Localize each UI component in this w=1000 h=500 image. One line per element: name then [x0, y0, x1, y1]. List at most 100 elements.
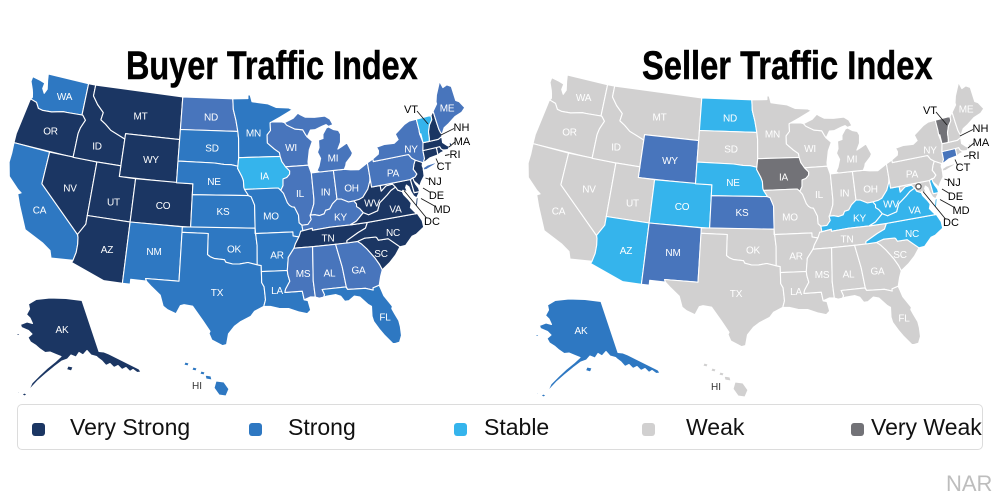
svg-text:UT: UT [107, 198, 120, 209]
svg-text:MD: MD [952, 205, 969, 217]
svg-text:KS: KS [736, 208, 749, 219]
svg-text:VT: VT [923, 105, 937, 117]
svg-text:MT: MT [133, 112, 147, 123]
svg-text:PA: PA [387, 169, 400, 180]
svg-text:MA: MA [973, 137, 990, 149]
svg-text:WA: WA [576, 93, 592, 104]
svg-text:MI: MI [328, 154, 339, 165]
svg-text:HI: HI [711, 382, 721, 393]
svg-text:CT: CT [437, 161, 452, 173]
svg-text:MO: MO [782, 213, 798, 224]
svg-text:SC: SC [374, 249, 388, 260]
svg-text:TN: TN [841, 235, 854, 246]
svg-text:UT: UT [626, 199, 639, 210]
svg-text:GA: GA [870, 267, 885, 278]
svg-text:AK: AK [56, 325, 69, 336]
svg-text:VA: VA [908, 206, 921, 217]
svg-text:NY: NY [404, 145, 418, 156]
svg-text:OR: OR [562, 128, 577, 139]
svg-text:RI: RI [450, 149, 461, 161]
svg-text:IN: IN [840, 189, 850, 200]
svg-text:IA: IA [260, 172, 270, 183]
svg-text:MS: MS [815, 270, 830, 281]
svg-text:OK: OK [746, 246, 761, 257]
svg-text:CA: CA [33, 206, 47, 217]
svg-text:FL: FL [898, 314, 910, 325]
svg-text:IL: IL [815, 190, 824, 201]
svg-text:MT: MT [652, 113, 666, 124]
svg-text:HI: HI [192, 381, 202, 392]
svg-text:ME: ME [959, 105, 974, 116]
svg-text:NJ: NJ [428, 176, 441, 188]
svg-text:OH: OH [344, 184, 359, 195]
svg-text:OR: OR [43, 127, 58, 138]
svg-text:NY: NY [923, 146, 937, 157]
svg-text:OK: OK [227, 245, 242, 256]
svg-text:PA: PA [906, 170, 919, 181]
svg-text:TX: TX [730, 289, 743, 300]
svg-text:DE: DE [948, 191, 963, 203]
svg-text:VA: VA [389, 205, 402, 216]
svg-text:AZ: AZ [620, 246, 632, 257]
svg-text:ID: ID [611, 143, 621, 154]
svg-text:GA: GA [351, 266, 366, 277]
svg-text:SD: SD [724, 145, 738, 156]
svg-text:CA: CA [552, 207, 566, 218]
svg-text:NC: NC [905, 229, 919, 240]
svg-text:KY: KY [853, 214, 866, 225]
svg-text:AL: AL [843, 270, 855, 281]
svg-text:NM: NM [665, 248, 680, 259]
svg-text:MN: MN [246, 129, 261, 140]
svg-text:NV: NV [582, 185, 596, 196]
svg-text:AK: AK [575, 326, 588, 337]
svg-text:TX: TX [211, 288, 224, 299]
svg-text:DE: DE [429, 190, 444, 202]
svg-text:NE: NE [207, 177, 221, 188]
svg-text:KY: KY [334, 213, 347, 224]
svg-text:FL: FL [379, 313, 391, 324]
svg-text:ID: ID [92, 142, 102, 153]
svg-text:MI: MI [847, 155, 858, 166]
svg-text:RI: RI [969, 150, 980, 162]
svg-text:TN: TN [322, 234, 335, 245]
svg-text:MO: MO [263, 212, 279, 223]
svg-text:VT: VT [404, 104, 418, 116]
svg-text:WI: WI [804, 144, 816, 155]
svg-text:OH: OH [863, 185, 878, 196]
svg-text:DC: DC [943, 217, 959, 229]
svg-text:NV: NV [63, 184, 77, 195]
svg-text:NE: NE [726, 178, 740, 189]
svg-text:WV: WV [364, 199, 380, 210]
svg-text:MS: MS [296, 269, 311, 280]
svg-text:SD: SD [205, 144, 219, 155]
svg-text:NM: NM [146, 247, 161, 258]
svg-text:MD: MD [433, 204, 450, 216]
svg-text:WI: WI [285, 143, 297, 154]
svg-text:AL: AL [324, 269, 336, 280]
svg-text:ME: ME [440, 104, 455, 115]
svg-text:LA: LA [790, 287, 802, 298]
svg-text:DC: DC [424, 216, 440, 228]
svg-text:MA: MA [454, 136, 471, 148]
svg-text:LA: LA [271, 286, 283, 297]
svg-text:NH: NH [973, 123, 989, 135]
svg-text:CO: CO [156, 201, 171, 212]
svg-text:IN: IN [321, 188, 331, 199]
svg-text:MN: MN [765, 130, 780, 141]
svg-text:NJ: NJ [947, 177, 960, 189]
svg-text:AZ: AZ [101, 245, 113, 256]
svg-text:CO: CO [675, 202, 690, 213]
svg-text:WV: WV [883, 200, 899, 211]
svg-text:WA: WA [57, 92, 73, 103]
svg-text:WY: WY [662, 156, 678, 167]
svg-text:AR: AR [789, 252, 803, 263]
svg-text:NC: NC [386, 228, 400, 239]
svg-text:KS: KS [217, 207, 230, 218]
svg-text:AR: AR [270, 251, 284, 262]
svg-text:IL: IL [296, 189, 305, 200]
svg-text:WY: WY [143, 155, 159, 166]
svg-text:CT: CT [956, 162, 971, 174]
svg-text:ND: ND [723, 114, 737, 125]
svg-text:NH: NH [454, 122, 470, 134]
svg-text:SC: SC [893, 250, 907, 261]
